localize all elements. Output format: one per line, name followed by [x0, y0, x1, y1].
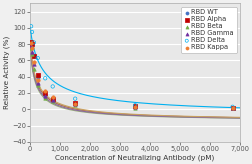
RBD Beta	[36, 83, 40, 86]
RBD WT	[43, 93, 47, 96]
RBD WT	[50, 98, 54, 101]
RBD Delta	[36, 57, 40, 59]
RBD Beta	[43, 97, 47, 99]
RBD Gamma	[133, 105, 137, 108]
RBD Gamma	[30, 51, 34, 54]
RBD Beta	[50, 100, 54, 102]
RBD Alpha	[230, 106, 234, 109]
RBD Delta	[230, 105, 234, 108]
RBD Gamma	[29, 44, 33, 47]
RBD Alpha	[30, 43, 34, 45]
RBD Kappa	[230, 106, 234, 109]
RBD Beta	[30, 53, 34, 55]
RBD Delta	[43, 77, 47, 80]
RBD Delta	[30, 31, 34, 33]
RBD Delta	[133, 104, 137, 106]
RBD Gamma	[32, 63, 36, 66]
RBD WT	[32, 55, 36, 58]
RBD WT	[29, 41, 33, 44]
RBD Gamma	[50, 99, 54, 102]
RBD Delta	[29, 25, 33, 28]
Y-axis label: Relative Activity (%): Relative Activity (%)	[4, 36, 10, 109]
RBD Kappa	[73, 102, 77, 105]
RBD Kappa	[50, 96, 54, 98]
RBD Alpha	[36, 74, 40, 76]
RBD WT	[36, 75, 40, 78]
RBD Gamma	[36, 82, 40, 84]
RBD Alpha	[133, 105, 137, 107]
RBD Alpha	[50, 97, 54, 100]
RBD Kappa	[29, 41, 33, 44]
RBD Alpha	[73, 101, 77, 104]
Legend: RBD WT, RBD Alpha, RBD Beta, RBD Gamma, RBD Delta, RBD Kappa: RBD WT, RBD Alpha, RBD Beta, RBD Gamma, …	[181, 7, 236, 53]
RBD Beta	[230, 107, 234, 110]
RBD WT	[133, 105, 137, 108]
RBD Alpha	[29, 40, 33, 43]
RBD Kappa	[32, 61, 36, 63]
RBD Kappa	[43, 90, 47, 93]
RBD Kappa	[36, 79, 40, 81]
RBD WT	[230, 106, 234, 109]
RBD Gamma	[43, 95, 47, 98]
RBD Delta	[32, 41, 36, 44]
RBD Kappa	[133, 105, 137, 108]
RBD Beta	[73, 104, 77, 106]
RBD WT	[30, 43, 34, 45]
RBD Gamma	[73, 103, 77, 106]
RBD Beta	[32, 67, 36, 70]
RBD Alpha	[43, 92, 47, 94]
RBD Beta	[133, 106, 137, 109]
RBD Kappa	[30, 47, 34, 50]
RBD Delta	[73, 97, 77, 100]
RBD Delta	[50, 85, 54, 88]
RBD Beta	[29, 47, 33, 50]
RBD WT	[73, 102, 77, 105]
RBD Gamma	[230, 107, 234, 110]
RBD Alpha	[32, 55, 36, 58]
X-axis label: Concentration of Neutralizing Antibody (pM): Concentration of Neutralizing Antibody (…	[55, 154, 214, 161]
